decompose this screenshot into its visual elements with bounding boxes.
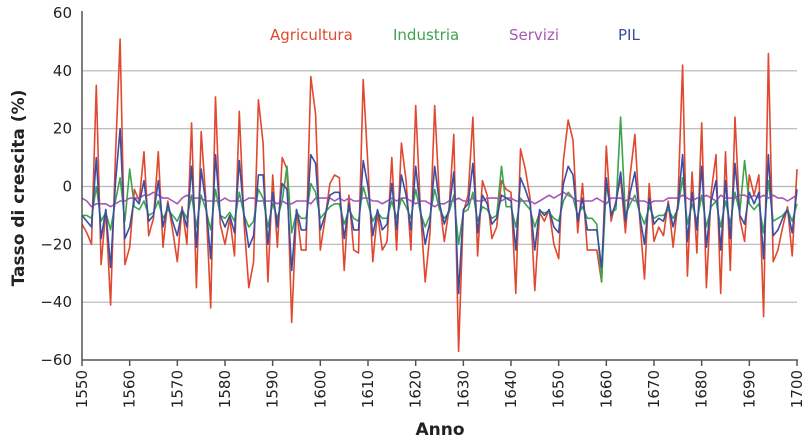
- legend-label-pil: PIL: [618, 26, 640, 44]
- x-tick-label: 1700: [788, 370, 806, 408]
- series-line-pil: [81, 127, 798, 295]
- y-axis-title: Tasso di crescita (%): [9, 90, 29, 287]
- legend-label-servizi: Servizi: [509, 26, 559, 44]
- x-tick-label: 1620: [407, 370, 425, 408]
- y-tick-label: 20: [53, 120, 72, 138]
- y-tick-label: 0: [62, 178, 72, 196]
- axes: [81, 11, 798, 366]
- x-tick-label: 1690: [740, 370, 758, 408]
- x-tick-label: 1570: [168, 370, 186, 408]
- series-lines: [81, 38, 798, 353]
- x-tick-label: 1580: [216, 370, 234, 408]
- x-tick-labels: 1550 1560 1570 1580 1590 1600 1610 1620 1630 1640…: [73, 370, 806, 408]
- x-tick-label: 1670: [645, 370, 663, 408]
- x-tick-label: 1630: [454, 370, 472, 408]
- y-tick-label: −20: [40, 235, 72, 253]
- x-tick-label: 1560: [121, 370, 139, 408]
- legend-label-agricultura: Agricultura: [270, 26, 353, 44]
- x-tick-label: 1680: [693, 370, 711, 408]
- x-tick-label: 1650: [550, 370, 568, 408]
- x-tick-label: 1550: [73, 370, 91, 408]
- y-tick-label: −60: [40, 351, 72, 369]
- x-axis-title: Anno: [415, 420, 464, 440]
- legend: Agricultura Industria Servizi PIL: [270, 26, 640, 44]
- y-tick-label: 60: [53, 4, 72, 22]
- x-tick-label: 1600: [311, 370, 329, 408]
- y-tick-label: 40: [53, 62, 72, 80]
- y-tick-label: −40: [40, 293, 72, 311]
- y-tick-labels: −60 −40 −20 0 20 40 60: [40, 4, 72, 369]
- x-tick-label: 1660: [597, 370, 615, 408]
- legend-label-industria: Industria: [393, 26, 459, 44]
- x-tick-label: 1640: [502, 370, 520, 408]
- x-tick-label: 1590: [264, 370, 282, 408]
- x-tick-label: 1610: [359, 370, 377, 408]
